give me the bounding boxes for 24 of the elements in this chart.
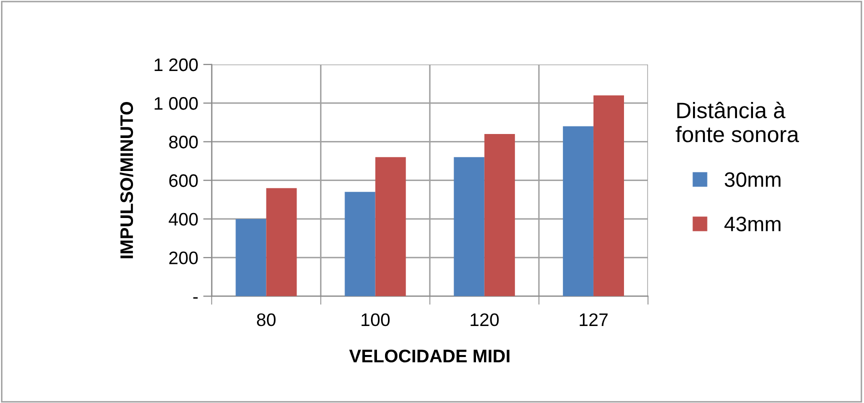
legend-label: 43mm	[724, 216, 780, 232]
bar	[593, 95, 624, 296]
y-tick-label: 1 000	[154, 97, 198, 110]
bar	[454, 157, 484, 296]
bar	[562, 126, 594, 296]
y-axis-title: IMPULSO/MINUTO	[120, 102, 134, 258]
x-tick-label: 80	[256, 313, 276, 326]
legend-label: 30mm	[724, 172, 780, 187]
bar	[375, 157, 406, 296]
bar	[236, 218, 266, 296]
legend-title: Distância à fonte sonora	[676, 102, 800, 142]
x-tick-label: 120	[470, 313, 499, 326]
y-tick-label: 400	[168, 212, 198, 226]
bar	[344, 192, 376, 296]
x-tick-label: 100	[362, 313, 390, 326]
y-tick-label: -	[193, 297, 198, 299]
bar	[266, 188, 297, 296]
y-tick-label: 1 200	[154, 58, 198, 72]
y-tick-label: 800	[169, 136, 198, 148]
bar	[484, 134, 515, 296]
y-tick-label: 200	[169, 252, 198, 264]
x-tick-label: 127	[580, 313, 608, 326]
y-tick-label: 600	[169, 174, 198, 188]
x-axis-title: VELOCIDADE MIDI	[349, 350, 510, 362]
